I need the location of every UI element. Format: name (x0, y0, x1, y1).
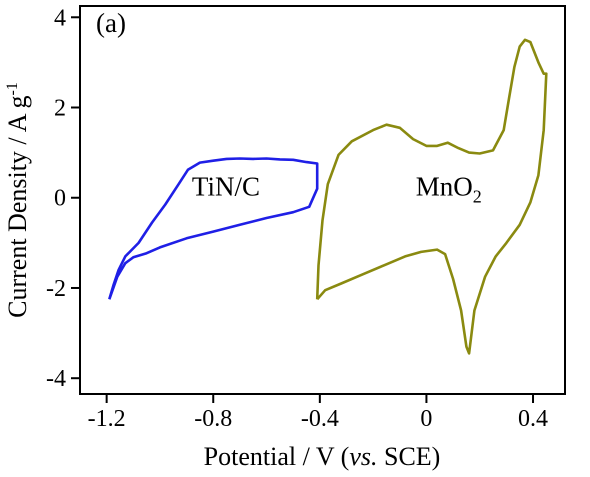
y-tick-label: -4 (46, 366, 66, 392)
y-tick-label: 0 (54, 186, 66, 212)
x-tick-label: 0.4 (518, 406, 548, 432)
x-tick-label: -0.8 (194, 406, 232, 432)
series-label-tin-c: TiN/C (192, 171, 260, 201)
x-tick-label: -1.2 (88, 406, 126, 432)
series-layer (108, 38, 548, 355)
y-axis-ticks: -4 -2 0 2 4 (46, 5, 80, 392)
y-tick-label: -2 (46, 276, 66, 302)
series-line-mno2 (315, 38, 548, 355)
x-tick-label: -0.4 (301, 406, 339, 432)
y-tick-label: 4 (54, 5, 66, 31)
plot-frame (79, 5, 566, 395)
series-labels: TiN/C MnO2 (192, 171, 482, 206)
x-axis-label: Potential / V (vs. SCE) (204, 442, 441, 471)
series-line-tin-c (108, 157, 319, 300)
series-label-mno2: MnO2 (416, 171, 482, 206)
x-tick-label: 0 (420, 406, 432, 432)
x-axis-ticks: -1.2 -0.8 -0.4 0 0.4 (88, 394, 548, 432)
panel-label: (a) (96, 8, 126, 38)
y-axis-label: Current Density / A g-1 (3, 82, 32, 318)
y-tick-label: 2 (54, 96, 66, 122)
